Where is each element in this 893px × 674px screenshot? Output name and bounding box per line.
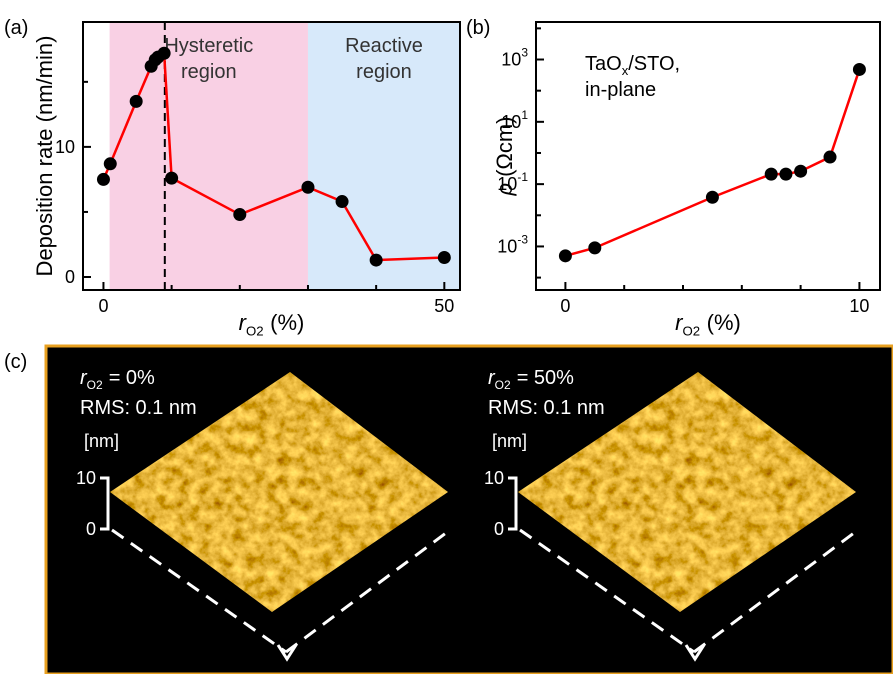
data-point (853, 63, 866, 76)
region-label: region (356, 61, 412, 83)
x-axis-label: rO2(%) (675, 310, 741, 339)
rms-label: RMS: 0.1 nm (488, 397, 605, 419)
y-tick-label-part: 10 (501, 50, 521, 70)
y-tick-label: 10-3 (497, 232, 528, 256)
data-point (104, 157, 117, 170)
y-tick-label-part: -3 (517, 232, 528, 246)
data-point (438, 251, 451, 264)
x-axis-label-part: (%) (707, 310, 741, 335)
x-tick-label: 0 (560, 296, 570, 316)
data-point (233, 208, 246, 221)
data-point (794, 165, 807, 178)
x-axis-label-part: O2 (495, 378, 511, 392)
annotation-part: /STO, (628, 53, 680, 75)
x-axis-label: rO2(%) (239, 310, 305, 339)
x-axis-label-part: O2 (87, 378, 103, 392)
scale-unit: [nm] (492, 431, 527, 451)
y-axis-label-part: (Ωcm) (492, 116, 517, 176)
scale-unit: [nm] (84, 431, 119, 451)
x-axis-label-part: O2 (682, 324, 700, 339)
y-axis-label: Deposition rate (nm/min) (32, 36, 57, 277)
y-tick-label-part: 3 (521, 46, 528, 60)
x-axis-label-part: = 0% (109, 367, 155, 389)
data-point (588, 241, 601, 254)
annotation: TaOx/STO, (585, 53, 680, 78)
data-point (559, 249, 572, 262)
data-point (165, 172, 178, 185)
y-tick-label-part: 1 (521, 108, 528, 122)
annotation: in-plane (585, 79, 656, 101)
scale-top: 10 (76, 468, 96, 488)
data-point (158, 47, 171, 60)
annotation-part: TaO (585, 53, 622, 75)
x-axis-label-part: O2 (246, 324, 264, 339)
panel-label: (b) (466, 17, 490, 39)
data-point (765, 168, 778, 181)
x-tick-label: 50 (434, 296, 454, 316)
rms-label: RMS: 0.1 nm (80, 397, 197, 419)
data-point (706, 191, 719, 204)
y-tick-label-part: 10 (497, 236, 517, 256)
y-tick-label-part: -1 (517, 170, 528, 184)
data-point (336, 195, 349, 208)
y-tick-label: 103 (501, 46, 528, 70)
scale-bottom: 0 (86, 519, 96, 539)
y-tick-label: 0 (65, 267, 75, 287)
y-axis-label: ρ (Ωcm) (492, 116, 517, 196)
figure: rO2= 0%RMS: 0.1 nm[nm]100 rO2= 50%RMS: 0… (0, 0, 893, 674)
data-point (779, 168, 792, 181)
x-tick-label: 0 (98, 296, 108, 316)
x-tick-label: 10 (849, 296, 869, 316)
y-axis-label-part: ρ (492, 183, 517, 197)
data-point (301, 181, 314, 194)
x-axis-label-part: = 50% (517, 367, 574, 389)
data-point (824, 151, 837, 164)
region-label: Reactive (345, 35, 423, 57)
panel-label: (a) (4, 17, 28, 39)
region-label: region (181, 61, 237, 83)
scale-top: 10 (484, 468, 504, 488)
data-point (130, 95, 143, 108)
region-label: Hysteretic (164, 35, 253, 57)
panel-label: (c) (4, 351, 27, 373)
data-point (97, 173, 110, 186)
page: rO2= 0%RMS: 0.1 nm[nm]100 rO2= 50%RMS: 0… (0, 0, 893, 674)
x-axis-label-part: (%) (270, 310, 304, 335)
data-point (370, 254, 383, 267)
scale-bottom: 0 (494, 519, 504, 539)
y-tick-label: 10 (55, 137, 75, 157)
